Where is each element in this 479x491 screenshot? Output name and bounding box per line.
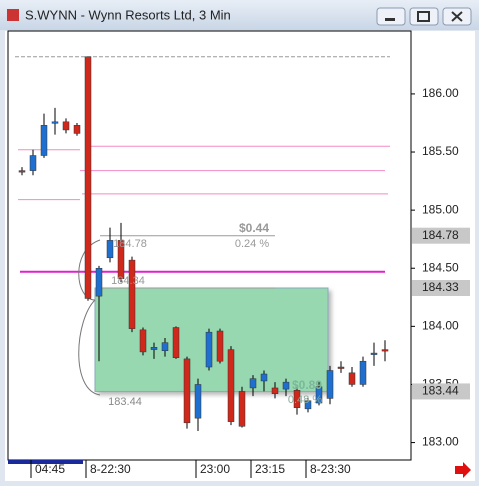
candle-body xyxy=(172,327,180,358)
app-icon xyxy=(7,9,19,21)
candle-body xyxy=(40,125,48,156)
x-tick-label: 23:15 xyxy=(255,462,285,476)
candle-body xyxy=(216,330,224,362)
candle-body xyxy=(370,352,378,355)
annotation: $0.44 xyxy=(239,221,269,235)
candle-body xyxy=(18,170,26,173)
candle-body xyxy=(29,155,37,171)
candle-body xyxy=(293,390,301,408)
y-tick-label: 184.00 xyxy=(422,319,459,333)
x-tick-label: 04:45 xyxy=(35,462,65,476)
candle-body xyxy=(348,372,356,385)
candle-body xyxy=(139,329,147,353)
candle-body xyxy=(117,240,125,279)
close-icon xyxy=(451,11,463,22)
candle-body xyxy=(51,121,59,124)
y-tick-label: 184.50 xyxy=(422,260,459,274)
price-tag-label: 184.78 xyxy=(422,228,459,242)
candle-body xyxy=(238,391,246,427)
candle-body xyxy=(128,259,136,329)
candle-body xyxy=(359,360,367,385)
candle-body xyxy=(337,366,345,369)
price-tag xyxy=(412,280,470,296)
candle-body xyxy=(282,381,290,390)
minimize-button[interactable] xyxy=(376,7,406,26)
annotation: $0.89 xyxy=(292,378,322,392)
candle-body xyxy=(73,125,81,134)
candle-body xyxy=(161,342,169,352)
candle-body xyxy=(62,121,70,131)
price-tag-label: 183.44 xyxy=(422,384,459,398)
annotation: 184.34 xyxy=(111,275,145,287)
minimize-icon xyxy=(385,18,395,21)
annotation: 183.44 xyxy=(108,396,142,408)
candle-body xyxy=(95,267,103,297)
annotation: 0.48 % xyxy=(288,394,322,406)
candle-body xyxy=(183,358,191,424)
x-tick-label: 8-22:30 xyxy=(90,462,131,476)
x-tick-label: 23:00 xyxy=(200,462,230,476)
candle-body xyxy=(227,349,235,422)
candle-body xyxy=(205,331,213,368)
annotation: 184.78 xyxy=(113,238,147,250)
y-tick-label: 186.00 xyxy=(422,86,459,100)
x-tick-label: 8-23:30 xyxy=(310,462,351,476)
candle-body xyxy=(249,378,257,389)
candle-body xyxy=(106,240,114,259)
annotation: 0.24 % xyxy=(235,238,269,250)
scroll-arrow[interactable] xyxy=(455,462,471,478)
candle-body xyxy=(315,386,323,404)
candle-body xyxy=(304,400,312,410)
maximize-icon xyxy=(417,11,430,22)
y-tick-label: 183.00 xyxy=(422,435,459,449)
window-title: S.WYNN - Wynn Resorts Ltd, 3 Min xyxy=(25,7,231,22)
y-tick-label: 185.00 xyxy=(422,202,459,216)
candle-body xyxy=(271,387,279,395)
candle-body xyxy=(84,56,92,299)
price-tag xyxy=(412,383,470,400)
candle-body xyxy=(381,349,389,352)
price-tag xyxy=(412,227,470,244)
price-tag-label: 184.33 xyxy=(422,280,459,294)
candle-body xyxy=(326,370,334,399)
scroll-indicator xyxy=(8,460,83,464)
candle-body xyxy=(194,384,202,419)
y-tick-label: 185.50 xyxy=(422,144,459,158)
plot-area xyxy=(7,30,412,461)
candle-body xyxy=(150,347,158,350)
candle-body xyxy=(260,373,268,382)
maximize-button[interactable] xyxy=(409,7,439,26)
